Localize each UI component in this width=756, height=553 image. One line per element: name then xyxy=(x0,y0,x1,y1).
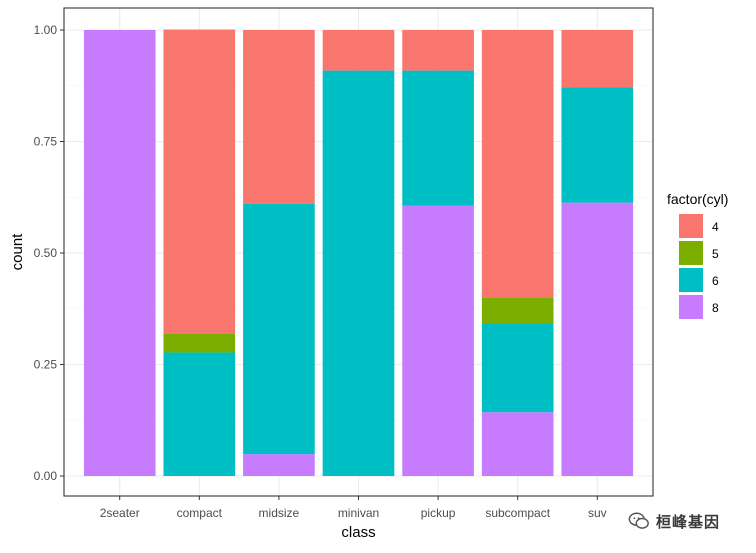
bar-minivan-cyl4 xyxy=(322,30,395,71)
bar-compact-cyl6 xyxy=(163,352,236,476)
legend-label-cyl6: 6 xyxy=(712,274,719,288)
bar-pickup-cyl6 xyxy=(402,70,474,206)
y-tick-label: 0.50 xyxy=(34,246,58,260)
bar-subcompact-cyl4 xyxy=(481,30,554,298)
watermark: 桓峰基因 xyxy=(628,508,720,534)
legend-key-cyl5 xyxy=(679,241,703,265)
legend-key-cyl6 xyxy=(679,268,703,292)
legend-key-cyl4 xyxy=(679,214,703,238)
bar-pickup-cyl4 xyxy=(402,30,474,71)
bar-midsize-cyl6 xyxy=(243,203,315,455)
legend-label-cyl5: 5 xyxy=(712,247,719,261)
bar-midsize-cyl4 xyxy=(243,30,315,204)
x-tick-label: compact xyxy=(177,506,223,520)
bar-pickup-cyl8 xyxy=(402,205,474,476)
bar-compact-cyl4 xyxy=(163,29,236,334)
y-tick-label: 0.00 xyxy=(34,469,58,483)
bar-suv-cyl8 xyxy=(561,202,634,477)
bar-subcompact-cyl8 xyxy=(481,412,554,476)
x-tick-label: minivan xyxy=(338,506,379,520)
legend-label-cyl4: 4 xyxy=(712,220,719,234)
bar-suv-cyl6 xyxy=(561,87,634,203)
bar-subcompact-cyl5 xyxy=(481,297,554,324)
legend-label-cyl8: 8 xyxy=(712,301,719,315)
x-tick-label: pickup xyxy=(421,506,456,520)
y-tick-label: 0.25 xyxy=(34,358,58,372)
x-tick-label: subcompact xyxy=(485,506,550,520)
x-tick-label: suv xyxy=(588,506,607,520)
bar-compact-cyl5 xyxy=(163,333,236,353)
x-tick-label: midsize xyxy=(259,506,300,520)
bar-minivan-cyl6 xyxy=(322,70,395,476)
legend-key-cyl8 xyxy=(679,295,703,319)
x-axis-title: class xyxy=(341,524,375,541)
y-tick-label: 1.00 xyxy=(34,23,58,37)
bar-suv-cyl4 xyxy=(561,30,634,88)
legend-title: factor(cyl) xyxy=(667,191,728,207)
bar-midsize-cyl8 xyxy=(243,454,315,476)
y-tick-label: 0.75 xyxy=(34,135,58,149)
y-axis-title: count xyxy=(9,233,26,271)
wechat-icon xyxy=(628,512,649,529)
bar-2seater-cyl8 xyxy=(83,30,156,476)
bar-subcompact-cyl6 xyxy=(481,323,554,413)
watermark-text: 桓峰基因 xyxy=(656,513,721,531)
x-tick-label: 2seater xyxy=(100,506,140,520)
